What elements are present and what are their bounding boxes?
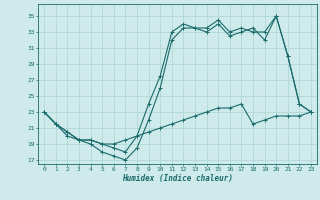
X-axis label: Humidex (Indice chaleur): Humidex (Indice chaleur) [122,174,233,183]
